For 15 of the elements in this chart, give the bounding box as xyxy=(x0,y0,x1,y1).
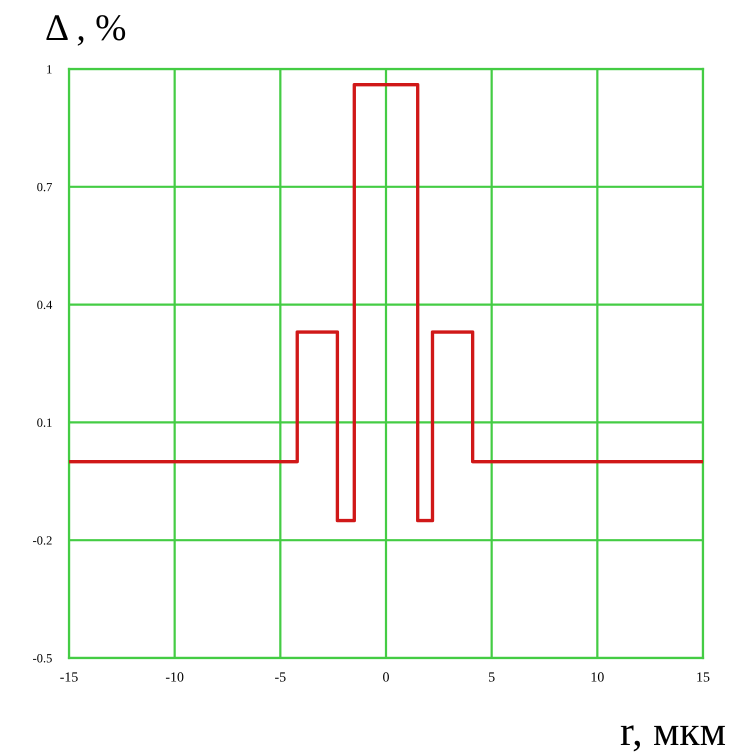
y-axis-title: Δ , % xyxy=(46,15,126,46)
x-tick-label: -10 xyxy=(166,672,184,682)
x-axis-title: r, мкм xyxy=(620,725,726,752)
x-tick-label: -5 xyxy=(275,672,286,682)
y-tick-label: 0.4 xyxy=(37,300,52,310)
x-tick-label: 15 xyxy=(697,672,710,682)
y-tick-label: -0.2 xyxy=(33,536,52,545)
x-tick-label: 0 xyxy=(383,672,389,682)
y-tick-label: 1 xyxy=(47,65,52,74)
y-tick-label: 0.7 xyxy=(37,182,52,192)
x-tick-label: 10 xyxy=(592,672,604,682)
y-tick-label: -0.5 xyxy=(33,654,52,663)
x-tick-label: -15 xyxy=(60,672,78,682)
x-tick-label: 5 xyxy=(489,672,495,682)
y-tick-label: 0.1 xyxy=(37,418,52,427)
